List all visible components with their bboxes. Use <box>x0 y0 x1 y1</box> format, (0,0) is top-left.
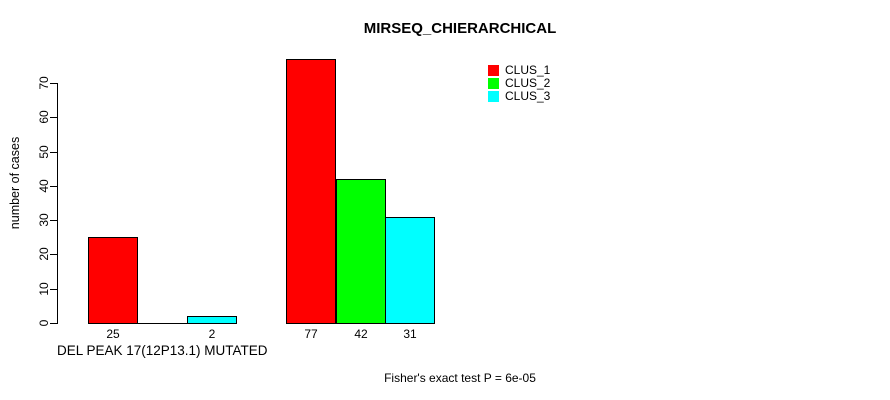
x-category-label-group-1: DEL PEAK 17(12P13.1) MUTATED <box>56 343 268 358</box>
bar-value-label: 2 <box>208 327 216 341</box>
y-tick-label: 20 <box>37 247 51 261</box>
bar-value-label: 31 <box>403 327 417 341</box>
y-tick-mark <box>50 117 58 118</box>
bar-clus_2-group-1-zero <box>138 323 188 324</box>
y-axis-label: number of cases <box>8 136 22 230</box>
bar-clus_3-group-1 <box>187 316 237 324</box>
y-tick-mark <box>50 323 58 324</box>
y-tick-mark <box>50 254 58 255</box>
bar-clus_2-group-2 <box>336 179 386 324</box>
y-tick-label: 30 <box>37 213 51 227</box>
y-tick-label: 60 <box>37 110 51 124</box>
y-tick-label: 50 <box>37 145 51 159</box>
pvalue-annotation: Fisher's exact test P = 6e-05 <box>384 371 536 385</box>
legend-label: CLUS_2 <box>505 76 551 90</box>
y-tick-label: 0 <box>37 319 51 327</box>
y-tick-label: 10 <box>37 282 51 296</box>
legend-label: CLUS_1 <box>505 63 551 77</box>
y-tick-mark <box>50 220 58 221</box>
legend-swatch-clus_3 <box>488 91 499 102</box>
chart-title: MIRSEQ_CHIERARCHICAL <box>363 20 557 37</box>
legend-swatch-clus_1 <box>488 65 499 76</box>
legend-label: CLUS_3 <box>505 89 551 103</box>
y-tick-label: 70 <box>37 76 51 90</box>
bar-clus_1-group-2 <box>286 59 336 324</box>
y-tick-label: 40 <box>37 179 51 193</box>
y-tick-mark <box>50 83 58 84</box>
y-tick-mark <box>50 186 58 187</box>
bar-value-label: 42 <box>354 327 368 341</box>
y-axis-line <box>57 83 58 324</box>
bar-clus_1-group-1 <box>88 237 138 324</box>
y-tick-mark <box>50 289 58 290</box>
legend-swatch-clus_2 <box>488 78 499 89</box>
bar-clus_3-group-2 <box>385 217 435 324</box>
bar-value-label: 77 <box>304 327 318 341</box>
y-tick-mark <box>50 152 58 153</box>
bar-value-label: 25 <box>106 327 120 341</box>
